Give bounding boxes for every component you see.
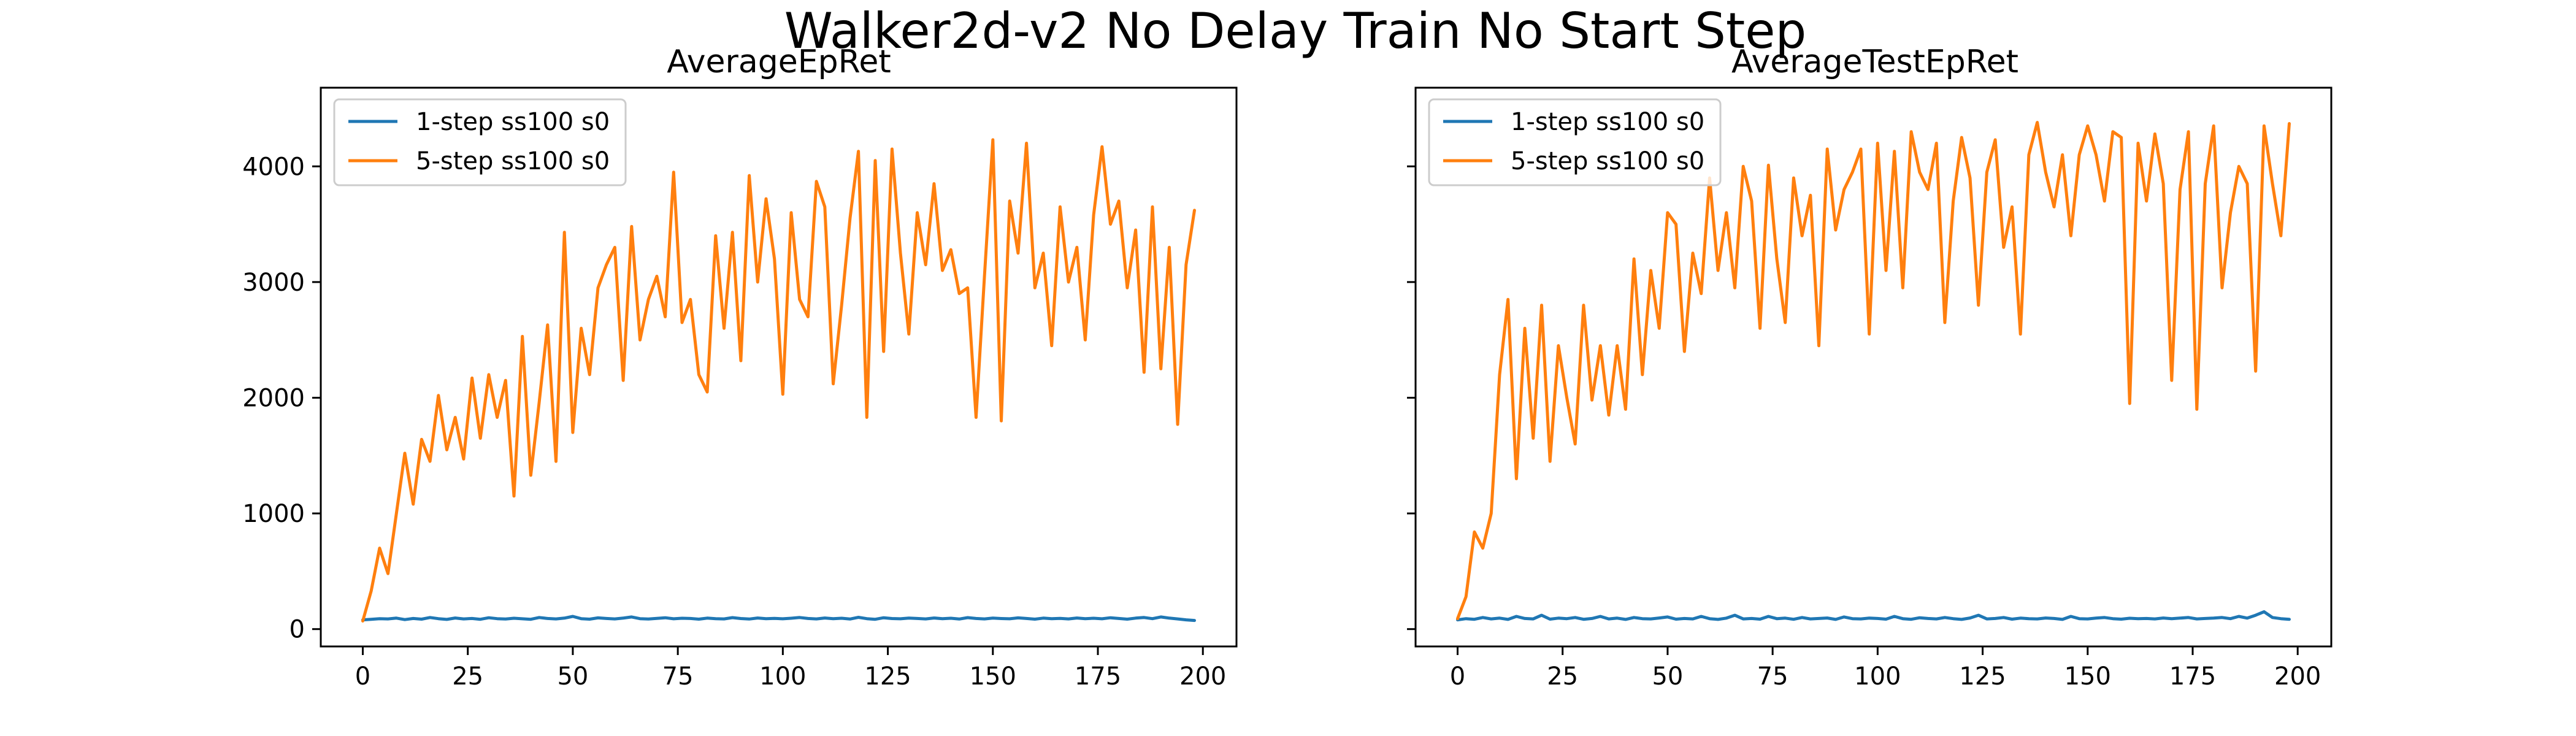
x-tick-label: 200 (2274, 662, 2321, 691)
x-tick-label: 100 (1854, 662, 1901, 691)
legend: 1-step ss100 s0 5-step ss100 s0 (333, 98, 627, 186)
x-tick-label: 150 (970, 662, 1016, 691)
series-line-1 (361, 138, 1196, 623)
legend-frame (333, 98, 627, 186)
x-tick-label: 150 (2064, 662, 2111, 691)
series-line-1 (1456, 121, 2291, 621)
legend-label-series-0: 1-step ss100 s0 (416, 108, 610, 136)
x-tick-label: 75 (662, 662, 694, 691)
x-tick-label: 200 (1179, 662, 1226, 691)
y-tick-label: 1000 (242, 500, 305, 528)
x-tick-label: 0 (1450, 662, 1465, 691)
x-tick-label: 100 (759, 662, 806, 691)
plot-frame (320, 86, 1238, 648)
axes: 0 25 50 75 100 125 150 175 200 (1407, 165, 2321, 691)
legend-label-series-1: 5-step ss100 s0 (1511, 147, 1704, 175)
series-lines (1456, 121, 2291, 622)
x-tick-label: 175 (2169, 662, 2216, 691)
x-tick-label: 125 (864, 662, 911, 691)
x-tick-label: 50 (557, 662, 588, 691)
series-line-0 (361, 615, 1196, 623)
panel-title: AverageEpRet (667, 44, 891, 80)
y-tick-label: 3000 (242, 269, 305, 297)
x-tick-label: 25 (452, 662, 483, 691)
panel-average-test-ep-ret: AverageTestEpRet 0 25 50 75 100 125 150 175 200 … (1407, 44, 2333, 691)
panel-title: AverageTestEpRet (1731, 44, 2018, 80)
x-tick-label: 0 (355, 662, 370, 691)
x-tick-label: 75 (1757, 662, 1788, 691)
x-tick-label: 25 (1547, 662, 1578, 691)
legend-label-series-1: 5-step ss100 s0 (416, 147, 610, 175)
series-lines (361, 138, 1196, 623)
legend-label-series-0: 1-step ss100 s0 (1511, 108, 1704, 136)
x-tick-label: 50 (1652, 662, 1683, 691)
legend: 1-step ss100 s0 5-step ss100 s0 (1428, 98, 1722, 186)
y-tick-label: 0 (289, 616, 305, 644)
x-tick-label: 125 (1959, 662, 2006, 691)
y-tick-label: 4000 (242, 153, 305, 181)
plot-frame (1414, 86, 2333, 648)
x-tick-label: 175 (1075, 662, 1121, 691)
figure-title: Walker2d-v2 No Delay Train No Start Step (784, 2, 1807, 59)
panel-average-ep-ret: AverageEpRet 0 25 50 75 100 125 150 175 20001000… (242, 44, 1238, 691)
series-line-0 (1456, 610, 2291, 622)
y-tick-label: 2000 (242, 384, 305, 412)
legend-frame (1428, 98, 1722, 186)
